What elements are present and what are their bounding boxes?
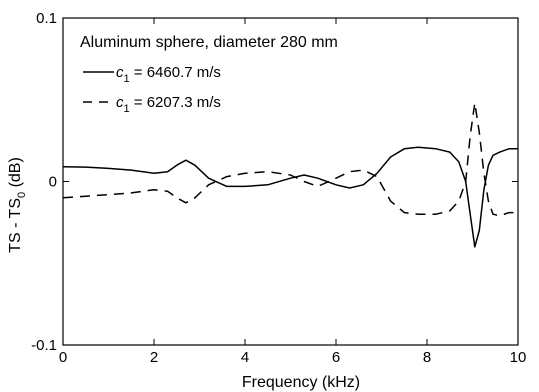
y-axis-label-main: TS - TS bbox=[7, 198, 24, 253]
plot-lines bbox=[62, 102, 518, 248]
legend: c1 = 6460.7 m/s c1 = 6207.3 m/s bbox=[83, 64, 221, 115]
y-tick-label: 0.1 bbox=[36, 10, 57, 27]
axis-ticks: 0 2 4 6 8 10-0.100.1 bbox=[31, 10, 526, 366]
legend-label-2: c1 = 6207.3 m/s bbox=[116, 94, 221, 115]
x-tick-label: 10 bbox=[510, 349, 527, 366]
chart-title: Aluminum sphere, diameter 280 mm bbox=[80, 34, 338, 51]
y-tick-label: 0 bbox=[49, 174, 57, 191]
legend-label-1: c1 = 6460.7 m/s bbox=[116, 64, 221, 85]
y-axis-label-sub: 0 bbox=[16, 192, 28, 198]
x-tick-label: 6 bbox=[332, 349, 340, 366]
x-tick-label: 0 bbox=[59, 349, 67, 366]
y-axis-label: TS - TS0 (dB) bbox=[7, 157, 28, 253]
x-tick-label: 8 bbox=[423, 349, 431, 366]
x-tick-label: 2 bbox=[150, 349, 158, 366]
series-line-1 bbox=[62, 146, 518, 248]
y-tick-label: -0.1 bbox=[31, 337, 57, 354]
x-axis-label: Frequency (kHz) bbox=[242, 374, 360, 391]
x-tick-label: 4 bbox=[241, 349, 249, 366]
y-axis-label-unit: (dB) bbox=[7, 157, 24, 192]
series-line-2 bbox=[62, 102, 518, 217]
